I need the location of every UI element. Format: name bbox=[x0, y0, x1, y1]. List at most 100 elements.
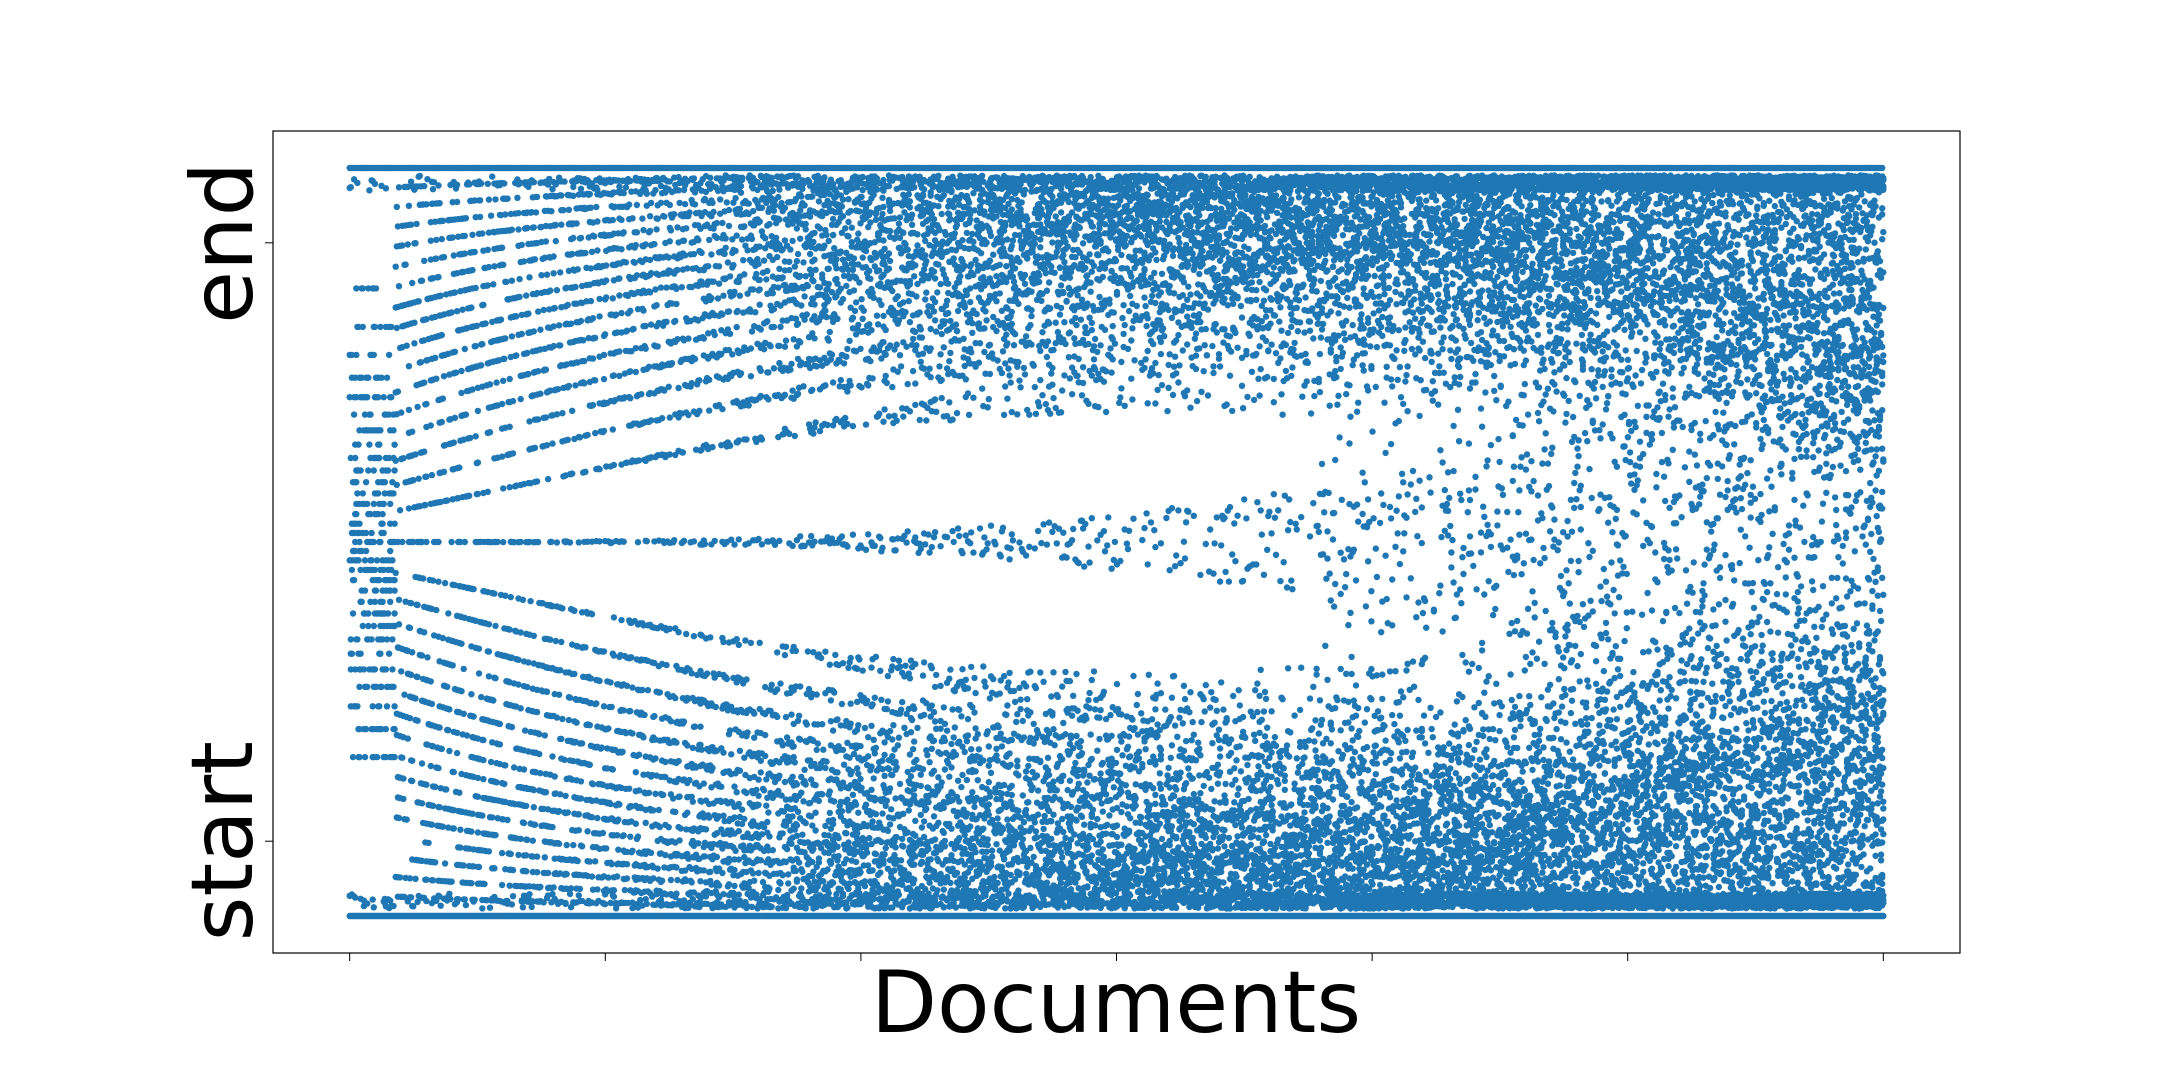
data-point bbox=[586, 761, 593, 768]
data-point bbox=[793, 832, 801, 839]
data-point bbox=[726, 727, 734, 734]
data-point bbox=[576, 885, 584, 893]
data-point bbox=[418, 760, 426, 767]
data-point bbox=[432, 783, 439, 791]
data-point bbox=[387, 587, 394, 594]
data-point bbox=[396, 507, 404, 514]
data-point bbox=[707, 174, 714, 181]
data-point bbox=[492, 675, 499, 682]
data-point bbox=[811, 256, 818, 263]
data-point bbox=[614, 873, 621, 880]
data-point bbox=[474, 490, 482, 498]
data-point bbox=[370, 467, 377, 474]
data-point bbox=[480, 775, 487, 783]
data-point bbox=[356, 538, 363, 546]
data-point bbox=[398, 668, 405, 675]
data-point bbox=[370, 500, 377, 508]
data-point bbox=[468, 828, 475, 835]
data-point bbox=[731, 783, 738, 790]
data-point bbox=[493, 779, 500, 786]
data-point bbox=[449, 662, 456, 669]
data-point bbox=[391, 576, 398, 584]
data-point bbox=[452, 369, 460, 376]
data-point bbox=[678, 284, 685, 291]
data-point bbox=[458, 389, 465, 397]
data-point bbox=[719, 219, 726, 227]
data-point bbox=[666, 201, 673, 209]
data-point bbox=[463, 732, 471, 739]
data-point bbox=[758, 204, 766, 211]
data-point bbox=[421, 629, 428, 636]
data-point bbox=[735, 278, 742, 286]
data-point bbox=[685, 335, 692, 342]
data-point bbox=[578, 843, 586, 850]
data-point bbox=[677, 825, 684, 832]
data-point bbox=[680, 718, 688, 725]
data-point bbox=[348, 566, 356, 574]
data-point bbox=[589, 355, 597, 362]
data-point bbox=[762, 731, 769, 739]
data-point bbox=[757, 367, 764, 374]
data-point bbox=[432, 354, 439, 361]
data-point bbox=[391, 467, 398, 474]
data-point bbox=[774, 686, 781, 693]
data-point bbox=[672, 317, 679, 325]
data-point bbox=[525, 310, 532, 317]
data-point bbox=[554, 386, 562, 393]
data-point bbox=[577, 317, 585, 325]
data-point bbox=[543, 271, 551, 278]
data-point bbox=[404, 241, 411, 248]
data-point bbox=[501, 355, 508, 362]
data-point bbox=[394, 388, 402, 395]
data-point bbox=[385, 650, 393, 657]
data-point bbox=[756, 276, 763, 284]
data-point bbox=[596, 466, 603, 473]
data-point bbox=[563, 841, 570, 849]
data-point bbox=[549, 823, 556, 831]
data-point bbox=[766, 885, 773, 892]
data-point bbox=[594, 814, 601, 822]
data-point bbox=[751, 877, 758, 884]
data-point bbox=[644, 687, 652, 694]
data-point bbox=[738, 236, 746, 243]
data-point bbox=[787, 366, 794, 373]
data-point bbox=[589, 401, 597, 409]
data-point bbox=[526, 418, 533, 425]
data-point bbox=[533, 869, 541, 876]
data-point bbox=[760, 346, 768, 353]
data-point bbox=[689, 798, 696, 805]
data-point bbox=[355, 557, 362, 564]
data-point bbox=[407, 894, 415, 901]
data-point bbox=[793, 781, 801, 788]
data-point bbox=[647, 849, 655, 856]
data-point bbox=[537, 883, 544, 890]
data-point bbox=[744, 247, 751, 254]
data-point bbox=[707, 634, 714, 641]
data-point bbox=[672, 694, 679, 702]
data-point bbox=[450, 825, 457, 832]
data-point bbox=[372, 587, 380, 594]
data-point bbox=[368, 557, 375, 564]
data-point bbox=[474, 829, 482, 836]
data-point bbox=[769, 290, 776, 297]
data-point bbox=[445, 610, 452, 617]
data-point bbox=[550, 342, 557, 350]
data-point bbox=[802, 220, 809, 228]
data-point bbox=[413, 220, 420, 228]
data-point bbox=[502, 592, 509, 599]
data-point bbox=[450, 768, 457, 776]
data-point bbox=[787, 246, 794, 253]
data-point bbox=[643, 900, 650, 907]
data-point bbox=[706, 376, 713, 383]
data-point bbox=[520, 766, 528, 773]
data-point bbox=[577, 185, 585, 192]
data-point bbox=[428, 821, 436, 828]
data-point bbox=[722, 235, 729, 242]
data-point bbox=[666, 238, 673, 245]
data-point bbox=[793, 225, 801, 232]
data-point bbox=[402, 261, 409, 268]
data-point bbox=[415, 475, 422, 482]
data-point bbox=[484, 488, 491, 495]
data-point bbox=[695, 840, 702, 847]
